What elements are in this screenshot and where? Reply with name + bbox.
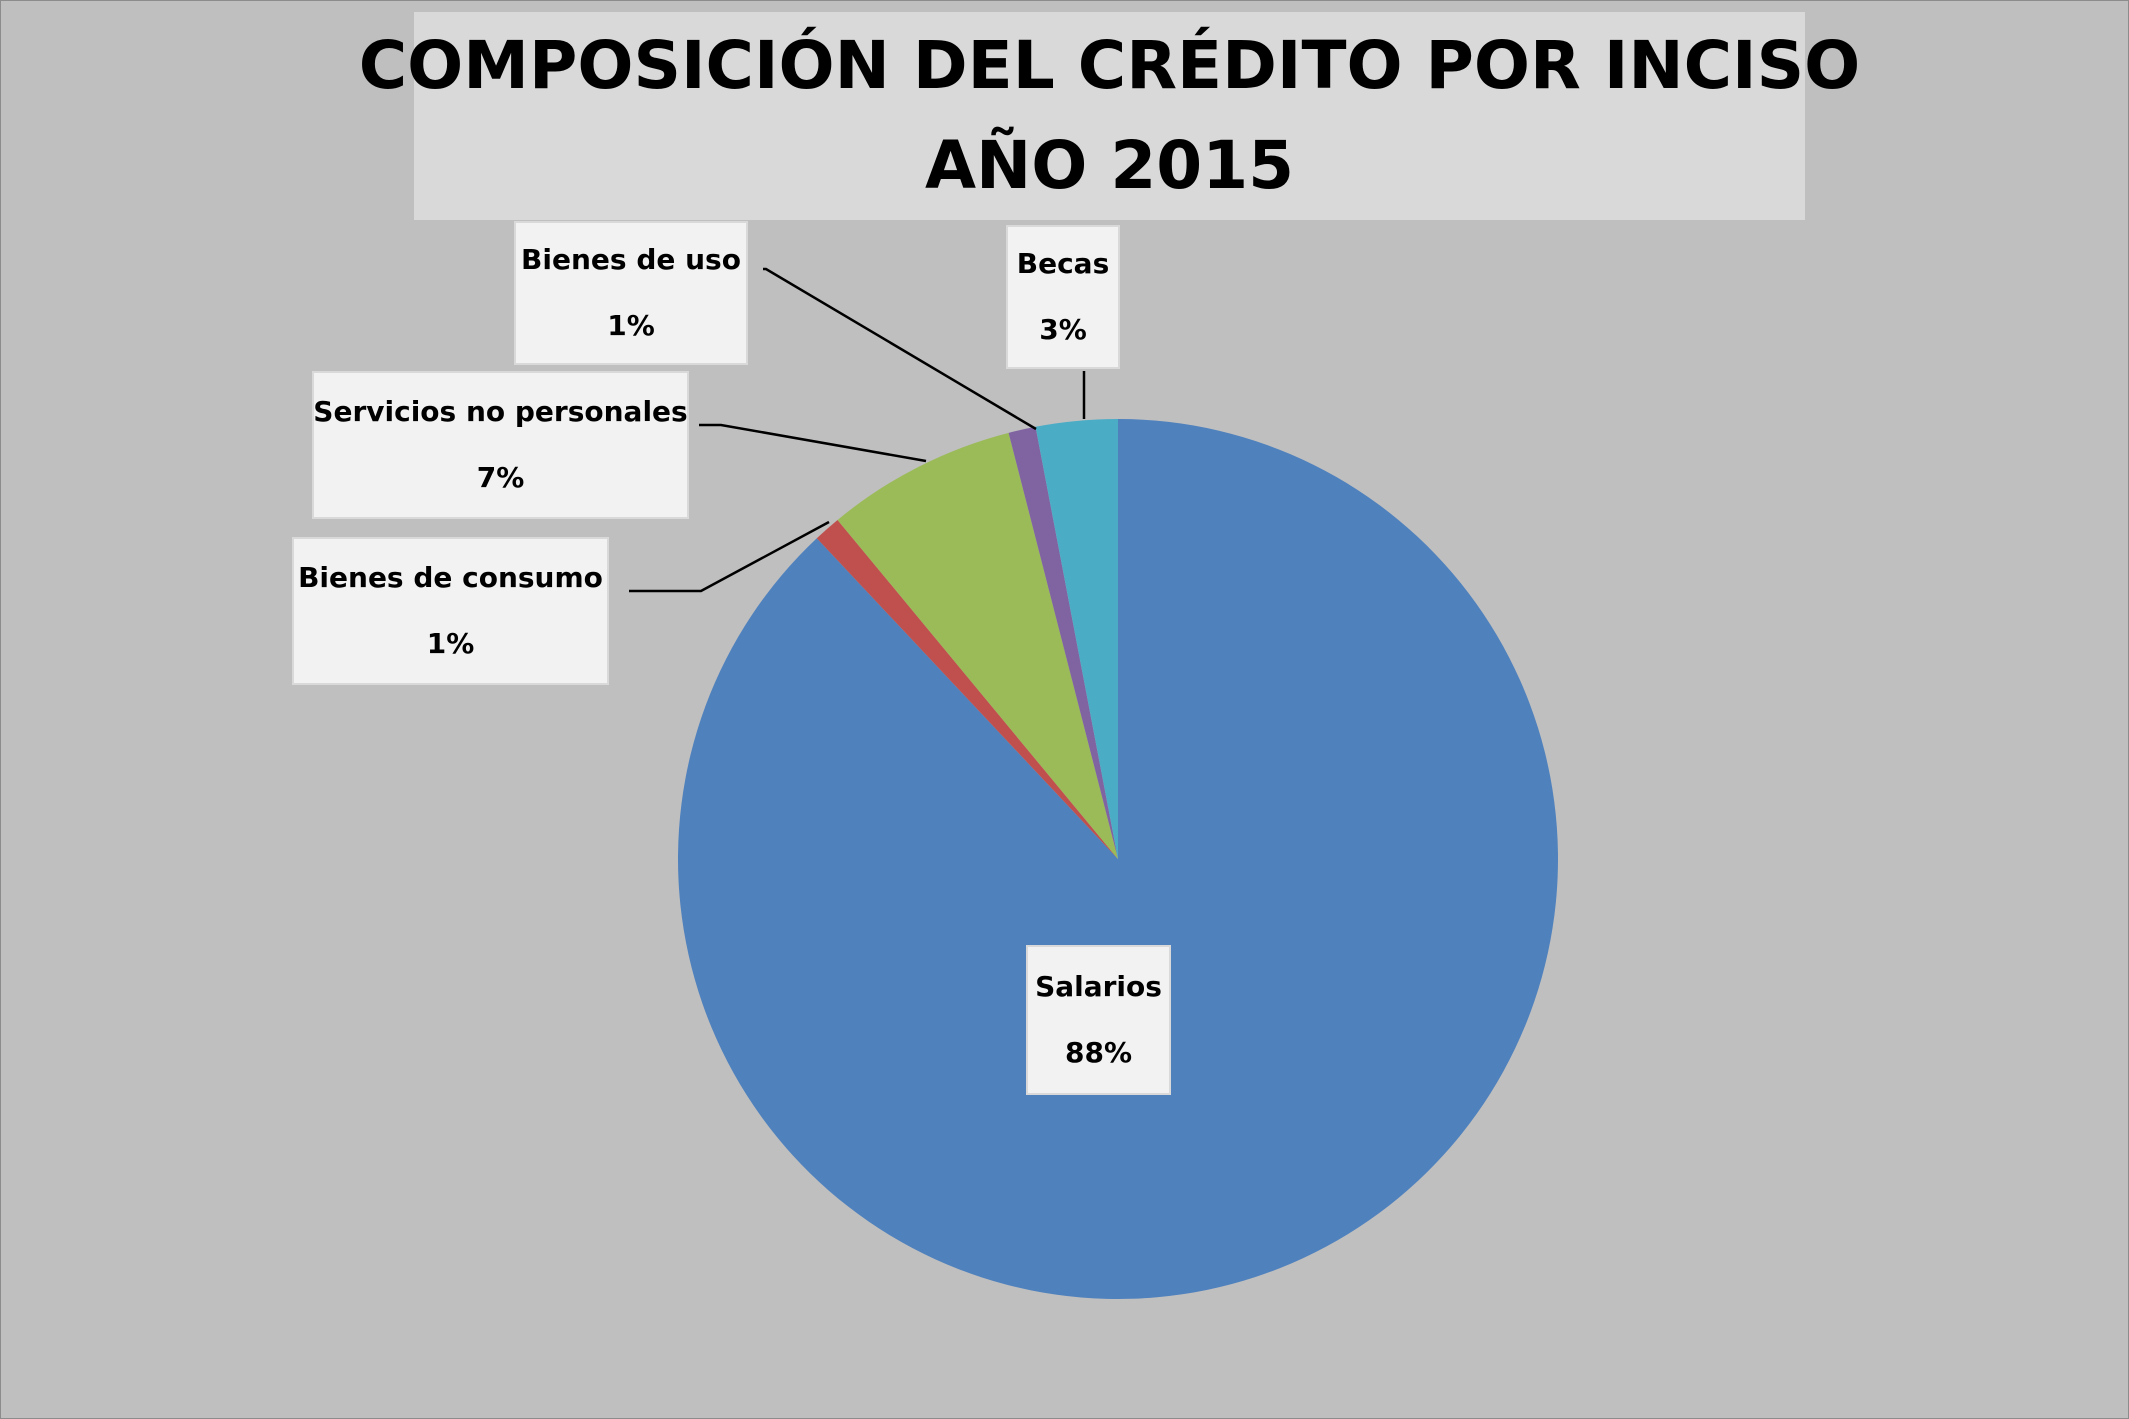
data-label-becas: Becas 3% (1006, 225, 1120, 369)
pie-slice-servicios-no-personales (837, 432, 1118, 859)
leader-line-bienes-de-consumo (629, 520, 830, 593)
data-label-salarios: Salarios 88% (1026, 945, 1171, 1095)
data-label-name: Bienes de consumo (298, 561, 603, 594)
pie-slice-bienes-de-consumo (816, 519, 1118, 859)
data-label-bienes-de-uso: Bienes de uso 1% (514, 221, 748, 365)
data-label-bienes-de-consumo: Bienes de consumo 1% (292, 537, 609, 685)
chart-title: COMPOSICIÓN DEL CRÉDITO POR INCISO (358, 27, 1861, 104)
pie-slice-bienes-de-uso (1008, 426, 1118, 859)
leader-line-bienes-de-uso (763, 267, 1037, 431)
chart-title-box: COMPOSICIÓN DEL CRÉDITO POR INCISO AÑO 2… (359, 12, 1860, 220)
chart-subtitle: AÑO 2015 (924, 127, 1295, 204)
data-label-percent: 1% (426, 627, 475, 660)
data-label-percent: 3% (1039, 313, 1087, 346)
data-label-servicios-no-personales: Servicios no personales 7% (312, 371, 689, 519)
data-label-percent: 88% (1064, 1036, 1133, 1069)
pie-slice-salarios (677, 419, 1558, 1299)
pie-slice-becas (1035, 419, 1118, 859)
data-label-percent: 7% (476, 461, 525, 494)
data-label-name: Becas (1016, 247, 1110, 280)
leader-line-servicios-no-personales (699, 423, 927, 463)
data-label-percent: 1% (607, 309, 655, 342)
data-label-name: Servicios no personales (313, 395, 688, 428)
data-label-name: Salarios (1035, 970, 1162, 1003)
data-label-name: Bienes de uso (521, 243, 741, 276)
